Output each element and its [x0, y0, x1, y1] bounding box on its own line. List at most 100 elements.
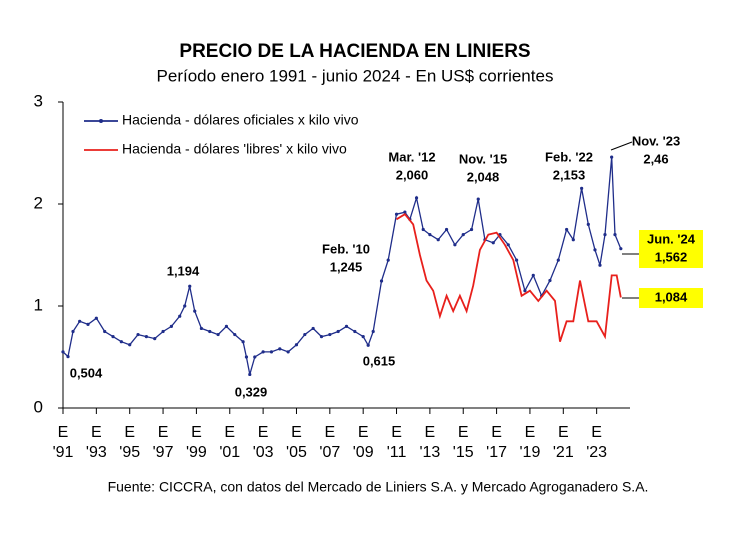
series-marker — [153, 337, 157, 341]
series-line — [396, 213, 622, 342]
x-tick-label: '19 — [520, 444, 541, 461]
series-marker — [78, 319, 82, 323]
y-tick-label: 0 — [34, 397, 43, 416]
legend-label: Hacienda - dólares 'libres' x kilo vivo — [122, 141, 347, 157]
annotation: Feb. '10 — [322, 241, 370, 256]
series-marker — [233, 332, 237, 337]
annotation-highlight — [639, 288, 703, 308]
series-marker — [269, 350, 274, 354]
x-tick-prefix: E — [191, 424, 202, 441]
series-marker — [303, 332, 307, 337]
x-tick-label: '03 — [253, 444, 274, 461]
x-tick-prefix: E — [591, 424, 602, 441]
series-marker — [86, 322, 90, 326]
series-marker — [386, 258, 390, 262]
series-marker — [379, 279, 384, 283]
series-marker — [144, 335, 148, 339]
x-tick-prefix: E — [425, 424, 436, 441]
series-marker — [71, 329, 75, 334]
x-tick-prefix: E — [525, 424, 536, 441]
annotation: 1,194 — [167, 263, 200, 278]
annotation: 0,504 — [70, 365, 103, 380]
series-marker — [248, 372, 252, 377]
series-marker — [253, 355, 257, 359]
x-tick-prefix: E — [391, 424, 402, 441]
series-marker — [453, 243, 457, 247]
x-tick-label: '09 — [353, 444, 374, 461]
annotation: 0,615 — [363, 353, 396, 368]
series-marker — [244, 355, 249, 359]
series-marker — [103, 329, 107, 334]
annotation: Jun. '24 — [647, 231, 696, 246]
y-tick-label: 1 — [34, 295, 43, 314]
x-tick-prefix: E — [291, 424, 302, 441]
series-marker — [224, 324, 229, 328]
series-marker — [619, 247, 623, 251]
x-tick-prefix: E — [91, 424, 102, 441]
series-marker — [586, 222, 590, 226]
series-marker — [278, 347, 282, 351]
series-marker — [403, 210, 407, 214]
series-marker — [421, 227, 425, 232]
series-marker — [94, 316, 98, 320]
series-marker — [515, 258, 519, 262]
chart-subtitle: Período enero 1991 - junio 2024 - En US$… — [157, 66, 554, 85]
source-note: Fuente: CICCRA, con datos del Mercado de… — [108, 479, 649, 495]
series-marker — [241, 340, 245, 344]
annotation: 1,245 — [330, 259, 363, 274]
legend-label: Hacienda - dólares oficiales x kilo vivo — [122, 112, 359, 128]
series-marker — [366, 343, 370, 347]
series-marker — [128, 343, 132, 347]
series-marker — [580, 186, 584, 190]
series-marker — [461, 233, 465, 237]
x-tick-prefix: E — [258, 424, 269, 441]
x-tick-label: '15 — [453, 444, 474, 461]
annotation: Nov. '15 — [459, 151, 507, 166]
series-marker — [394, 212, 399, 216]
series-marker — [556, 258, 560, 262]
x-tick-prefix: E — [458, 424, 469, 441]
series-marker — [111, 335, 115, 339]
series-marker — [136, 332, 140, 337]
y-tick-label: 2 — [34, 193, 43, 212]
series-marker — [193, 309, 197, 313]
series-marker — [603, 233, 607, 237]
series-marker — [476, 197, 480, 201]
series-marker — [565, 227, 569, 232]
annotation: 0,329 — [235, 384, 268, 399]
series-marker — [610, 155, 614, 159]
series-marker — [336, 329, 340, 334]
series-marker — [353, 329, 357, 334]
series-marker — [428, 233, 432, 237]
x-tick-prefix: E — [124, 424, 135, 441]
x-tick-prefix: E — [324, 424, 335, 441]
x-tick-label: '11 — [387, 444, 407, 461]
series-marker — [161, 329, 165, 334]
annotation: 2,048 — [467, 169, 500, 184]
x-tick-prefix: E — [558, 424, 569, 441]
x-tick-label: '91 — [53, 444, 74, 461]
series-marker — [598, 263, 602, 267]
x-tick-prefix: E — [224, 424, 235, 441]
annotation: 2,060 — [396, 167, 429, 182]
y-tick-label: 3 — [34, 91, 43, 110]
x-tick-prefix: E — [58, 424, 69, 441]
chart-title: PRECIO DE LA HACIENDA EN LINIERS — [179, 41, 530, 62]
annotation: Nov. '23 — [632, 133, 680, 148]
x-tick-label: '23 — [586, 444, 607, 461]
series-marker — [436, 238, 440, 242]
x-tick-prefix: E — [491, 424, 502, 441]
series-marker — [169, 324, 173, 328]
series-marker — [444, 227, 449, 232]
series-marker — [178, 314, 182, 318]
series-marker — [506, 243, 510, 247]
annotation-connector — [610, 141, 633, 151]
series-marker — [286, 350, 290, 354]
annotation: 1,084 — [655, 289, 688, 304]
annotation: Feb. '22 — [545, 149, 593, 164]
series-marker — [216, 332, 220, 337]
series-marker — [66, 354, 70, 359]
x-tick-label: '21 — [553, 444, 574, 461]
x-tick-label: '05 — [286, 444, 307, 461]
legend-marker — [99, 119, 103, 123]
